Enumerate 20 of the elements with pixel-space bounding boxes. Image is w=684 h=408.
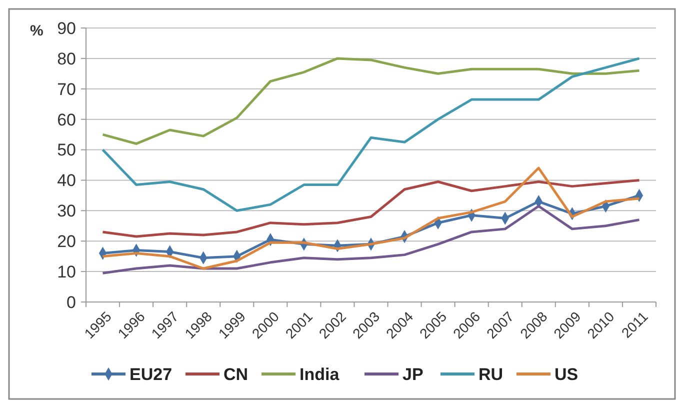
- y-tick-label: 80: [57, 49, 76, 68]
- line-series: [102, 57, 640, 145]
- y-tick-label: 50: [57, 140, 76, 160]
- legend-label: US: [554, 364, 578, 384]
- legend-label: EU27: [130, 364, 172, 384]
- y-tick-label: 0: [66, 292, 76, 312]
- y-tick-label: 10: [57, 262, 76, 282]
- y-tick-label: 60: [57, 110, 76, 130]
- y-axis-title: %: [30, 22, 44, 40]
- y-tick-label: 20: [57, 232, 76, 252]
- y-tick-label: 70: [57, 80, 76, 99]
- legend-label: CN: [224, 364, 248, 384]
- line-series: [102, 178, 640, 238]
- y-tick-label: 40: [57, 171, 76, 190]
- line-series: [102, 57, 640, 212]
- y-tick-label: 30: [57, 202, 76, 221]
- legend-label: JP: [402, 364, 424, 384]
- y-tick-label: 90: [57, 18, 76, 38]
- legend-label: RU: [478, 364, 504, 384]
- legend-label: India: [300, 364, 340, 384]
